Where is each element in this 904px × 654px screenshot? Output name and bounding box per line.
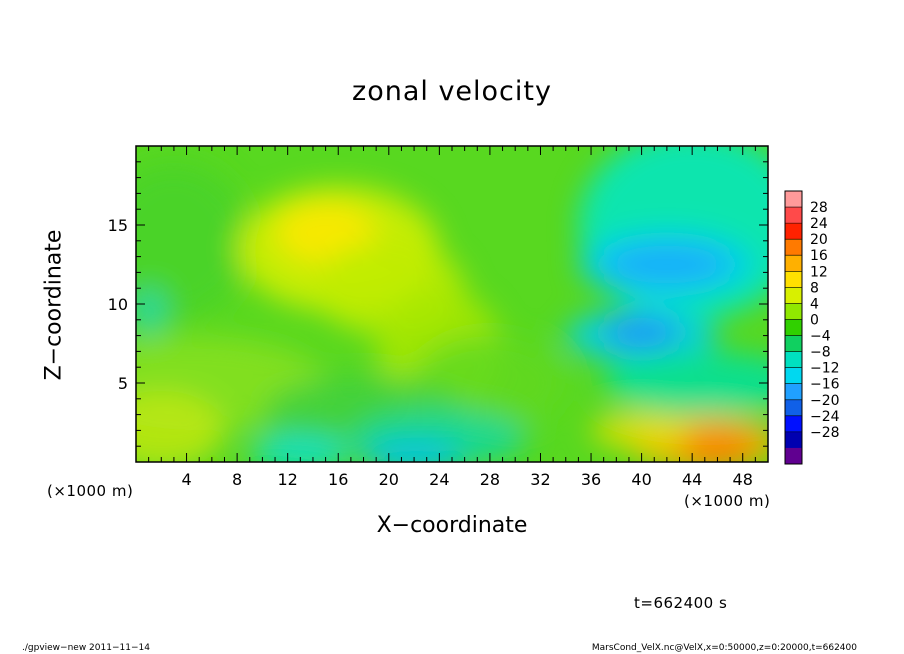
colorbar-label: 8 [810,280,819,296]
x-axis-label: X−coordinate [376,513,528,538]
colorbar-segment [785,303,802,320]
colorbar-segment [785,447,802,465]
colorbar-label: 0 [810,312,819,328]
x-unit-label-left: (×1000 m) [47,482,134,500]
x-tick-label: 4 [181,470,191,489]
field-blob [136,161,250,320]
colorbar-segment [785,383,802,401]
y-tick-label: 5 [118,374,128,393]
y-tick-label: 15 [108,216,128,235]
colorbar-label: −4 [810,329,831,345]
colorbar-label: 20 [810,232,828,248]
colorbar-label: −12 [810,361,840,377]
colorbar-segment [785,351,802,369]
field-blob [249,433,351,462]
x-tick-label: 44 [682,470,702,489]
x-tick-label: 16 [328,470,348,489]
colorbar-label: 28 [810,200,828,216]
colorbar-label: 12 [810,264,828,280]
colorbar-frame [784,190,803,465]
colorbar-segment [785,239,802,256]
colorbar-segment [785,399,802,417]
footer-left-text: ./gpview−new 2011−11−14 [22,643,150,653]
y-tick-label: 10 [108,295,128,314]
colorbar-segment [785,367,802,385]
colorbar-segment [785,223,802,240]
colorbar-segment [785,335,802,353]
x-tick-label: 20 [379,470,399,489]
colorbar-label: −8 [810,345,831,361]
y-axis-label: Z−coordinate [41,229,67,381]
colorbar-label: −28 [810,425,840,441]
x-tick-label: 36 [581,470,601,489]
colorbar-segment [785,255,802,272]
colorbar-label: 4 [810,296,819,312]
colorbar-label: 24 [810,216,828,232]
colorbar-segment [785,431,802,449]
time-annotation: t=662400 s [634,594,728,612]
heatmap-field [136,146,768,462]
field-blob [136,288,168,336]
field-blob [591,411,693,450]
y-axis-ticks: 5 10 15 [108,161,768,447]
colorbar-label: −16 [810,377,840,393]
colorbar-segment [785,271,802,288]
colorbar-segment [785,415,802,433]
colorbar-label: 16 [810,248,828,264]
x-tick-label: 12 [278,470,298,489]
field-blob [603,351,768,415]
colorbar-segment [785,191,802,208]
colorbar-label: −20 [810,393,840,409]
colorbar-segment [785,287,802,304]
field-blob [603,245,731,284]
x-tick-label: 24 [429,470,449,489]
x-tick-label: 40 [631,470,651,489]
colorbar-segment [785,207,802,224]
field-blob [679,433,756,462]
x-tick-label: 28 [480,470,500,489]
footer-right-text: MarsCond_VelX.nc@VelX,x=0:50000,z=0:2000… [591,643,857,653]
field-blob [603,316,680,349]
chart-title: zonal velocity [352,76,552,107]
x-tick-label: 32 [530,470,550,489]
x-unit-label-right: (×1000 m) [684,492,771,510]
x-tick-label: 8 [232,470,242,489]
x-axis-ticks: 4 8 12 16 20 24 28 32 36 40 44 48 [148,146,756,489]
field-blob [136,390,225,462]
x-tick-label: 48 [733,470,753,489]
colorbar-segment [785,319,802,337]
colorbar-label: −24 [810,409,840,425]
